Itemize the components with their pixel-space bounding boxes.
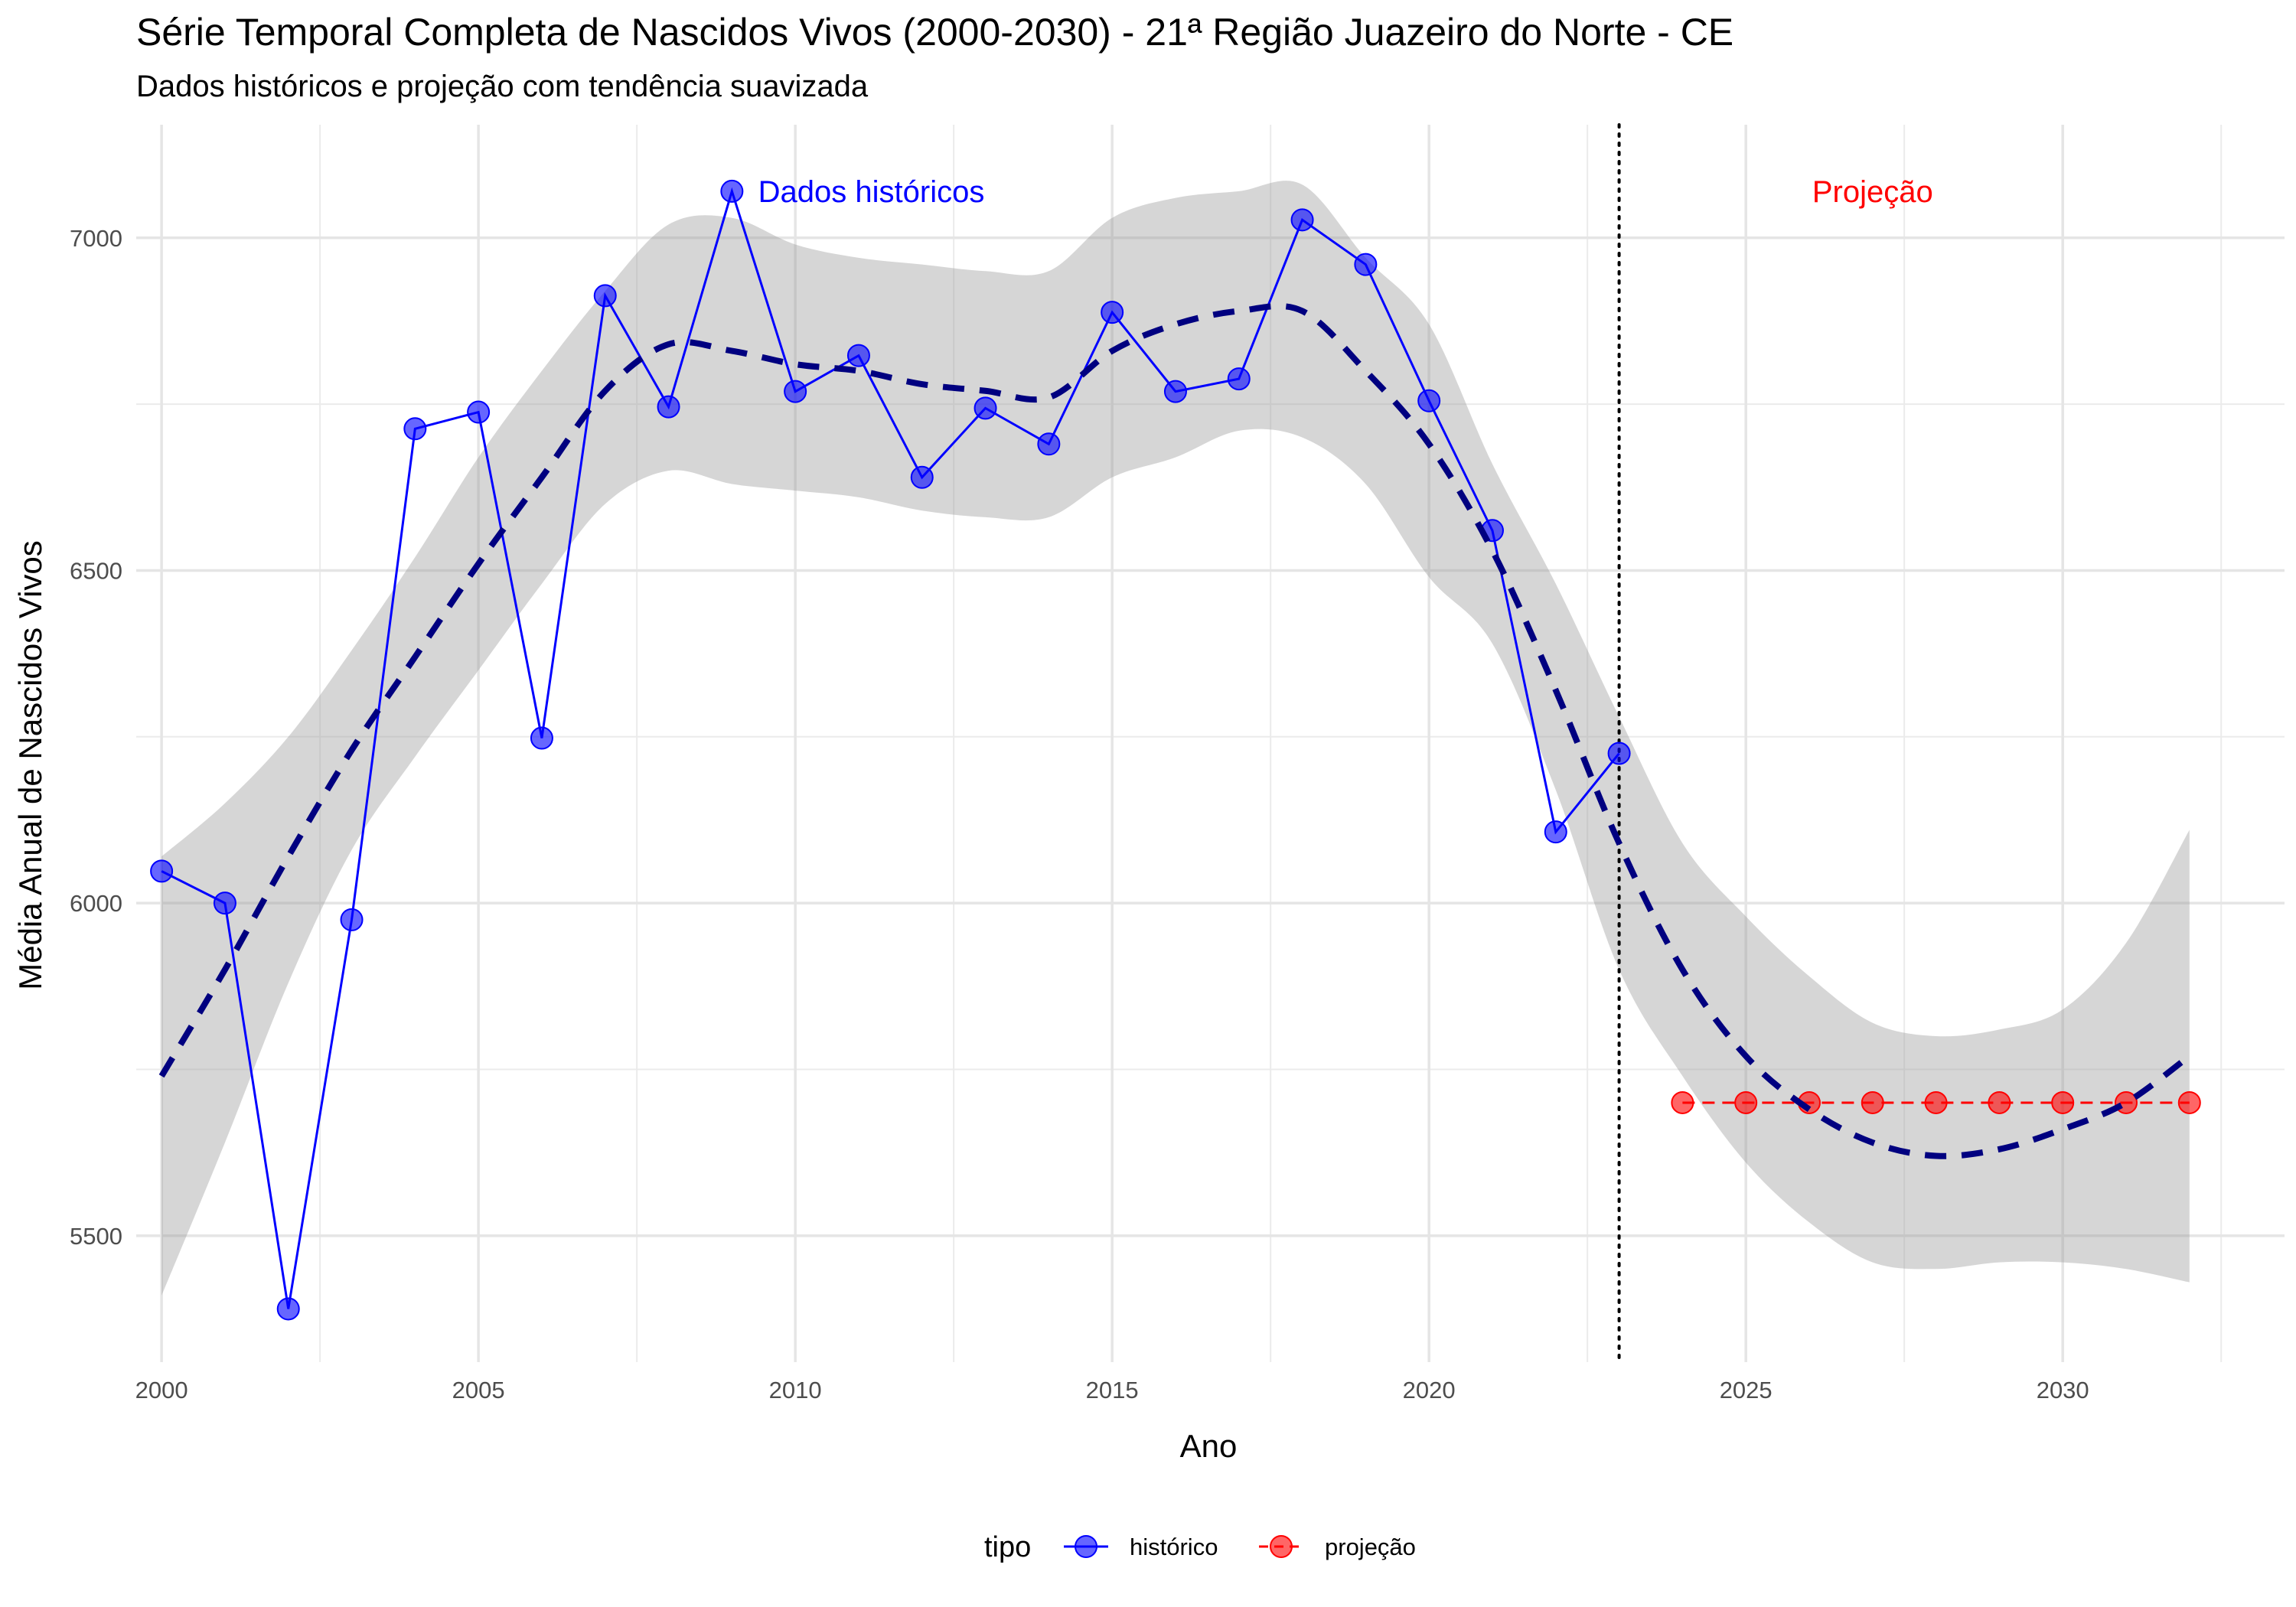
legend-label-projecao: projeção bbox=[1325, 1534, 1416, 1560]
data-point-historico bbox=[657, 395, 680, 419]
x-tick-label: 2010 bbox=[769, 1377, 822, 1403]
data-point-projecao bbox=[1924, 1090, 1948, 1114]
x-tick-label: 2000 bbox=[135, 1377, 188, 1403]
data-point-historico bbox=[1163, 380, 1187, 403]
legend-item-projecao: projeção bbox=[1259, 1534, 1416, 1560]
data-point-historico bbox=[720, 179, 744, 203]
x-axis-ticks: 2000 2005 2010 2015 2020 2025 2030 bbox=[135, 1377, 2089, 1403]
data-point-historico bbox=[846, 344, 870, 367]
legend-item-historico: histórico bbox=[1064, 1534, 1218, 1560]
confidence-ribbon bbox=[161, 181, 2190, 1296]
data-point-historico bbox=[1544, 820, 1567, 844]
data-point-historico bbox=[403, 417, 427, 441]
y-tick-label: 7000 bbox=[70, 225, 122, 252]
historico-series bbox=[150, 179, 1631, 1321]
chart-title: Série Temporal Completa de Nascidos Vivo… bbox=[136, 11, 1733, 54]
data-point-historico bbox=[974, 396, 997, 420]
x-tick-label: 2005 bbox=[452, 1377, 505, 1403]
legend-title: tipo bbox=[984, 1531, 1031, 1563]
data-point-historico bbox=[1037, 432, 1061, 456]
data-point-historico bbox=[1101, 301, 1124, 324]
data-point-historico bbox=[150, 859, 174, 883]
chart-subtitle: Dados históricos e projeção com tendênci… bbox=[136, 70, 869, 103]
confidence-ribbon-area bbox=[161, 181, 2190, 1296]
x-tick-label: 2015 bbox=[1086, 1377, 1139, 1403]
legend-key-point-projecao bbox=[1270, 1535, 1293, 1558]
legend-label-historico: histórico bbox=[1130, 1534, 1218, 1560]
data-point-historico bbox=[276, 1297, 300, 1321]
data-point-historico bbox=[1354, 253, 1378, 276]
y-axis-title: Média Anual de Nascidos Vivos bbox=[12, 540, 48, 990]
x-tick-label: 2030 bbox=[2037, 1377, 2089, 1403]
data-point-historico bbox=[340, 908, 364, 931]
data-point-historico bbox=[1417, 389, 1441, 412]
data-point-historico bbox=[1290, 208, 1314, 232]
data-point-projecao bbox=[2177, 1090, 2201, 1114]
data-point-projecao bbox=[1988, 1090, 2011, 1114]
series-line-historico bbox=[161, 187, 1620, 1309]
data-point-historico bbox=[1607, 742, 1631, 765]
annotation-label: Dados históricos bbox=[758, 175, 985, 209]
data-point-historico bbox=[467, 400, 491, 424]
legend-key-point-historico bbox=[1075, 1535, 1097, 1558]
annotations: Dados históricos Projeção bbox=[758, 175, 1933, 209]
x-axis-title: Ano bbox=[1180, 1428, 1238, 1464]
data-point-projecao bbox=[2051, 1090, 2075, 1114]
major-gridlines bbox=[136, 125, 2285, 1362]
y-tick-label: 6000 bbox=[70, 890, 122, 917]
annotation-label: Projeção bbox=[1812, 175, 1933, 209]
data-point-projecao bbox=[1861, 1090, 1884, 1114]
legend: tipo histórico projeção bbox=[984, 1531, 1416, 1563]
data-point-projecao bbox=[1671, 1090, 1694, 1114]
y-tick-label: 6500 bbox=[70, 557, 122, 584]
data-point-historico bbox=[530, 726, 553, 750]
x-tick-label: 2020 bbox=[1403, 1377, 1456, 1403]
data-point-historico bbox=[1227, 367, 1251, 391]
data-point-historico bbox=[910, 465, 934, 489]
projecao-series bbox=[1671, 1090, 2201, 1114]
data-point-historico bbox=[784, 380, 807, 403]
data-point-historico bbox=[593, 284, 617, 308]
y-tick-label: 5500 bbox=[70, 1223, 122, 1250]
minor-gridlines bbox=[136, 125, 2285, 1362]
data-point-projecao bbox=[1734, 1090, 1758, 1114]
y-axis-ticks: 5500 6000 6500 7000 bbox=[70, 225, 122, 1250]
data-point-historico bbox=[213, 892, 236, 915]
x-tick-label: 2025 bbox=[1720, 1377, 1773, 1403]
